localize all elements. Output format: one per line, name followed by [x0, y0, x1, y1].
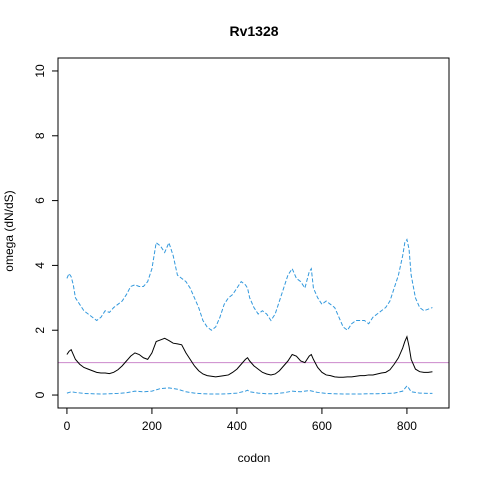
chart-title: Rv1328	[229, 23, 278, 39]
x-tick-label: 400	[227, 419, 247, 433]
plot-marks	[58, 238, 449, 395]
axes: 0 200 400 600 800 0 2 4 6 8 10	[33, 64, 417, 433]
series-line-median	[66, 335, 433, 378]
y-axis-label: omega (dN/dS)	[2, 190, 16, 271]
y-tick-label: 10	[33, 64, 47, 78]
y-tick-label: 0	[33, 391, 47, 398]
x-tick-label: 200	[142, 419, 162, 433]
x-tick-label: 600	[312, 419, 332, 433]
x-tick-label: 800	[397, 419, 417, 433]
y-tick-label: 8	[33, 132, 47, 139]
x-tick-label: 0	[64, 419, 71, 433]
y-tick-label: 2	[33, 327, 47, 334]
x-axis-label: codon	[238, 451, 271, 465]
series-line-upper	[66, 238, 433, 331]
y-tick-label: 4	[33, 262, 47, 269]
plot-frame	[57, 57, 450, 409]
y-tick-label: 6	[33, 197, 47, 204]
